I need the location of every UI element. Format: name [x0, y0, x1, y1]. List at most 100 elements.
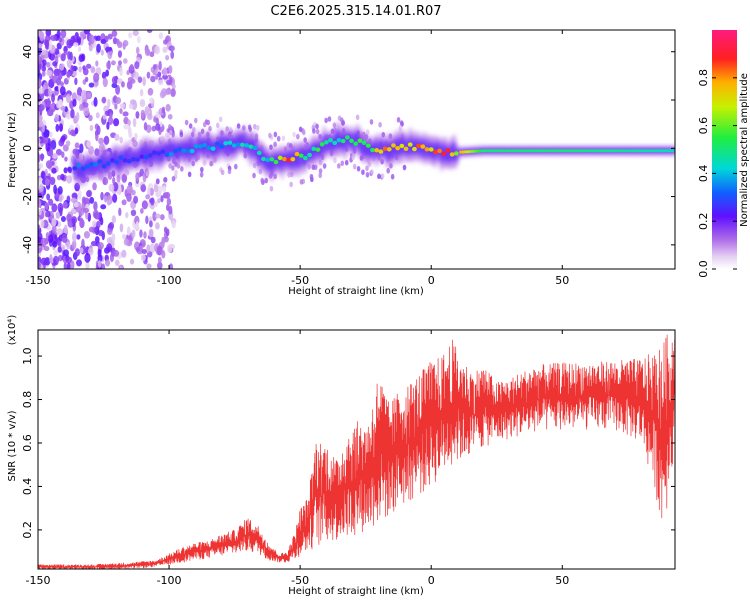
snr-x-label: Height of straight line (km) [288, 586, 424, 597]
ridge-cell [315, 147, 321, 152]
speckle [268, 132, 272, 139]
speckle [93, 201, 98, 211]
speckle [85, 63, 92, 69]
speckle [60, 173, 65, 181]
speckle [111, 76, 118, 85]
ridge-cell [323, 140, 329, 145]
speckle [40, 237, 47, 248]
speckle [137, 76, 143, 83]
speckle [79, 247, 84, 254]
spectrogram-y-ticks: -40 -20 0 20 40 [21, 45, 675, 254]
speckle [58, 123, 63, 132]
speckle [315, 123, 319, 130]
y-tick-label: 0.4 [21, 478, 34, 496]
ridge-cell [97, 159, 103, 164]
speckle [58, 240, 62, 248]
speckle [40, 153, 44, 162]
speckle [165, 79, 172, 86]
ridge-cell [463, 150, 467, 154]
ridge-cell [151, 150, 157, 155]
ridge-cell [518, 149, 521, 153]
speckle [46, 109, 54, 117]
ridge-cell [503, 149, 507, 153]
speckle [82, 102, 89, 108]
speckle [48, 40, 53, 51]
speckle [146, 30, 153, 34]
speckle [160, 195, 164, 203]
speckle [164, 88, 172, 95]
speckle [298, 126, 303, 133]
speckle [38, 235, 41, 245]
speckle [52, 75, 59, 84]
speckle [60, 53, 66, 62]
speckle [89, 196, 95, 204]
speckle [137, 36, 141, 44]
ridge-cell [520, 149, 524, 153]
speckle [150, 197, 155, 206]
ridge-cell [235, 142, 241, 147]
ridge-cell [664, 149, 668, 153]
speckle [38, 56, 43, 65]
speckle [369, 119, 374, 125]
speckle [340, 117, 344, 124]
speckle [402, 164, 407, 171]
speckle [174, 169, 178, 176]
ridge-cell [386, 147, 392, 152]
speckle [206, 119, 211, 126]
speckle [133, 71, 140, 80]
speckle [378, 121, 382, 128]
speckle [87, 247, 94, 256]
speckle [140, 184, 147, 193]
ridge-cell [534, 149, 538, 153]
colorbar-tick-label: 0.6 [697, 117, 710, 135]
speckle [188, 123, 193, 129]
speckle [38, 184, 44, 193]
speckle [102, 77, 108, 88]
speckle [52, 240, 58, 248]
speckle [168, 65, 173, 74]
ridge-cell [466, 150, 470, 154]
speckle [158, 32, 164, 40]
ridge-cell [624, 149, 628, 153]
spectrogram-panel: -150 -100 -50 0 50 -40 -20 0 20 40 Height of str… [7, 29, 676, 297]
speckle [145, 124, 152, 134]
ridge-cell [581, 149, 585, 153]
ridge-cell [428, 147, 434, 152]
speckle [252, 172, 256, 179]
speckle [96, 43, 101, 53]
speckle [85, 261, 90, 269]
ridge-cell [515, 149, 519, 153]
speckle [93, 72, 100, 83]
speckle [119, 136, 123, 144]
speckle [66, 213, 72, 222]
speckle [88, 44, 93, 52]
speckle [114, 134, 120, 141]
speckle [150, 203, 155, 210]
speckle [93, 97, 98, 107]
speckle [71, 208, 76, 214]
speckle [48, 87, 52, 97]
speckle [91, 220, 97, 228]
speckle [365, 171, 370, 178]
speckle [82, 68, 89, 76]
speckle [63, 262, 68, 269]
speckle [170, 50, 175, 60]
y-tick-label: 0 [21, 145, 34, 152]
speckle [54, 86, 60, 92]
speckle [100, 49, 104, 56]
speckle [95, 60, 99, 67]
speckle [162, 46, 168, 53]
x-tick-label: -100 [157, 574, 182, 587]
ridge-cell [378, 149, 384, 154]
speckle [46, 98, 51, 108]
speckle [157, 79, 164, 86]
speckle [162, 74, 168, 80]
speckle [155, 222, 160, 230]
speckle [193, 117, 198, 124]
speckle [86, 140, 92, 148]
speckle [51, 203, 58, 213]
speckle [119, 67, 123, 76]
speckle [59, 86, 66, 96]
speckle [355, 114, 360, 121]
